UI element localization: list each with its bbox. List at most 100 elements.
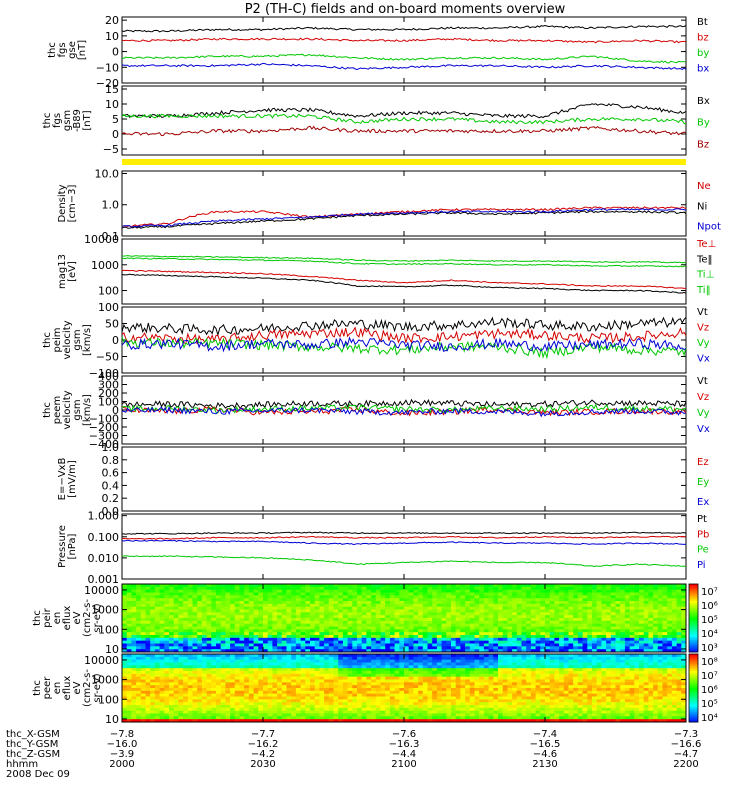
spectrogram-cell — [521, 601, 527, 605]
spectrogram-cell — [244, 707, 250, 712]
spectrogram-cell — [234, 705, 240, 709]
spectrogram-cell — [145, 629, 151, 633]
spectrogram-cell — [244, 643, 250, 647]
spectrogram-cell — [573, 592, 579, 596]
spectrogram-cell — [122, 584, 128, 588]
spectrogram-cell — [639, 603, 645, 608]
spectrogram-cell — [352, 646, 358, 650]
spectrogram-cell — [272, 589, 278, 593]
spectrogram-cell — [164, 615, 170, 619]
spectrogram-cell — [244, 646, 250, 650]
spectrogram-cell — [488, 635, 494, 639]
spectrogram-cell — [667, 615, 673, 619]
spectrogram-cell — [455, 603, 461, 608]
spectrogram-cell — [554, 649, 560, 653]
spectrogram-cell — [413, 598, 419, 602]
spectrogram-cell — [432, 713, 438, 717]
spectrogram-cell — [507, 592, 513, 596]
spectrogram-cell — [338, 656, 344, 661]
spectrogram-cell — [427, 623, 433, 627]
spectrogram-cell — [338, 665, 344, 669]
legend-entry: Vt — [697, 307, 708, 318]
spectrogram-cell — [225, 649, 231, 653]
spectrogram-cell — [357, 595, 363, 599]
spectrogram-cell — [563, 649, 569, 653]
spectrogram-cell — [159, 592, 165, 596]
spectrogram-cell — [136, 626, 142, 630]
spectrogram-cell — [361, 696, 367, 700]
spectrogram-cell — [469, 643, 475, 647]
spectrogram-cell — [347, 696, 353, 700]
spectrogram-cell — [488, 649, 494, 653]
spectrogram-cell — [197, 702, 203, 706]
y-axis-label: E=−VxB — [57, 458, 68, 501]
spectrogram-cell — [295, 662, 301, 666]
spectrogram-cell — [671, 586, 677, 591]
spectrogram-cell — [389, 702, 395, 706]
spectrogram-cell — [545, 646, 551, 650]
spectrogram-cell — [465, 598, 471, 602]
spectrogram-cell — [145, 640, 151, 644]
spectrogram-cell — [427, 586, 433, 591]
spectrogram-cell — [620, 635, 626, 639]
spectrogram-cell — [267, 601, 273, 605]
spectrogram-cell — [295, 584, 301, 588]
spectrogram-cell — [169, 629, 175, 633]
spectrogram-cell — [314, 710, 320, 714]
spectrogram-cell — [535, 632, 541, 636]
spectrogram-cell — [286, 716, 292, 720]
spectrogram-cell — [173, 713, 179, 717]
spectrogram-cell — [187, 640, 193, 644]
spectrogram-cell — [277, 656, 283, 661]
spectrogram-cell — [432, 595, 438, 599]
spectrogram-cell — [281, 716, 287, 720]
spectrogram-cell — [239, 707, 245, 712]
spectrogram-cell — [145, 649, 151, 653]
spectrogram-cell — [300, 682, 306, 686]
spectrogram-cell — [507, 609, 513, 613]
spectrogram-cell — [606, 649, 612, 653]
spectrogram-cell — [267, 598, 273, 602]
spectrogram-cell — [385, 685, 391, 689]
spectrogram-cell — [201, 707, 207, 712]
spectrogram-cell — [140, 626, 146, 630]
spectrogram-cell — [413, 603, 419, 608]
spectrogram-cell — [474, 632, 480, 636]
spectrogram-cell — [559, 592, 565, 596]
spectrogram-cell — [234, 671, 240, 675]
spectrogram-cell — [559, 646, 565, 650]
spectrogram-cell — [319, 668, 325, 672]
spectrogram-cell — [338, 685, 344, 689]
spectrogram-cell — [126, 671, 132, 675]
spectrogram-cell — [131, 649, 137, 653]
spectrogram-cell — [394, 671, 400, 675]
spectrogram-cell — [169, 702, 175, 706]
spectrogram-cell — [150, 710, 156, 714]
spectrogram-cell — [432, 586, 438, 591]
spectrogram-cell — [559, 649, 565, 653]
spectrogram-cell — [432, 696, 438, 700]
spectrogram-cell — [366, 679, 372, 683]
series-line-Bt — [121, 24, 687, 33]
spectrogram-cell — [352, 668, 358, 672]
spectrogram-cell — [291, 707, 297, 712]
spectrogram-cell — [169, 643, 175, 647]
spectrogram-cell — [258, 623, 264, 627]
spectrogram-cell — [206, 626, 212, 630]
spectrogram-cell — [154, 659, 160, 663]
spectrogram-cell — [154, 615, 160, 619]
spectrogram-cell — [413, 659, 419, 663]
spectrogram-cell — [662, 635, 668, 639]
spectrogram-cell — [122, 679, 128, 683]
spectrogram-cell — [361, 702, 367, 706]
spectrogram-cell — [371, 693, 377, 697]
spectrogram-cell — [385, 609, 391, 613]
spectrogram-cell — [648, 595, 654, 599]
spectrogram-cell — [159, 693, 165, 697]
spectrogram-cell — [385, 682, 391, 686]
spectrogram-cell — [122, 637, 128, 642]
spectrogram-cell — [230, 654, 236, 658]
spectrogram-cell — [159, 676, 165, 680]
spectrogram-cell — [653, 606, 659, 610]
spectrogram-cell — [662, 623, 668, 627]
